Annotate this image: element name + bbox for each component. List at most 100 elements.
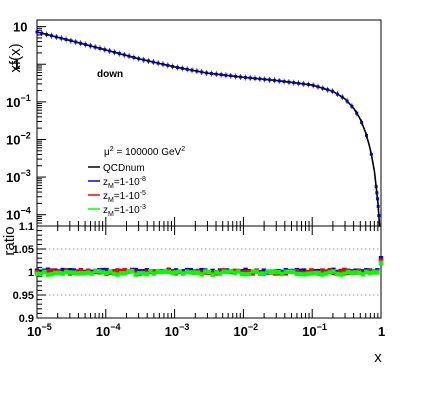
top-y-tick-label: 10−3 <box>6 168 31 185</box>
ratio-point <box>71 268 76 273</box>
ratio-point <box>305 271 311 277</box>
top-y-tick-label: 10−2 <box>6 130 31 147</box>
ratio-point <box>316 270 321 276</box>
top-y-tick-label: 1 <box>13 57 20 72</box>
ratio-point <box>378 258 384 263</box>
scale-label-mu: μ <box>104 147 110 158</box>
ratio-point <box>364 269 369 274</box>
ratio-point <box>34 271 40 276</box>
x-tick-label-4: 10−1 <box>302 322 327 339</box>
scale-label: μ2 = 100000 GeV2 <box>104 146 185 158</box>
x-tick-label-3: 10−2 <box>233 322 258 339</box>
ratio-point <box>86 270 91 275</box>
ratio-point <box>210 272 215 277</box>
ratio-point <box>181 271 186 276</box>
scale-label-value: = 100000 GeV <box>114 147 182 158</box>
ratio-point <box>104 271 109 276</box>
ratio-point <box>261 268 267 273</box>
ratio-point <box>184 269 190 275</box>
ratio-point <box>294 271 300 277</box>
ratio-point <box>283 269 289 274</box>
ratio-point <box>115 272 120 277</box>
ratio-point <box>151 269 157 274</box>
ratio-point <box>100 270 106 275</box>
ratio-point <box>133 272 139 277</box>
ratio-point <box>327 270 332 275</box>
ratio-point <box>327 268 332 273</box>
top-curve-layer <box>35 28 381 227</box>
top-y-tick-label: 10−4 <box>6 206 31 223</box>
ratio-point <box>378 260 384 265</box>
legend-label-zm-8: zM=1-10-8 <box>103 176 146 190</box>
ratio-point <box>331 269 336 274</box>
ratio-point <box>82 270 87 276</box>
ratio-point <box>199 267 204 273</box>
ratio-point <box>261 271 267 276</box>
ratio-point <box>93 269 98 274</box>
ratio-point <box>320 268 325 273</box>
ratio-point <box>221 269 226 274</box>
legend-label-qcdnum: QCDnum <box>103 163 145 174</box>
ratio-point <box>320 272 325 277</box>
ratio-point <box>338 272 343 277</box>
ratio-point <box>89 271 95 276</box>
legend-label-zm-3: zM=1-10-3 <box>103 204 146 218</box>
ratio-point <box>236 269 241 274</box>
ratio-point <box>133 267 139 273</box>
ratio-point <box>118 268 124 274</box>
ratio-point <box>177 269 182 274</box>
ratio-point <box>243 267 248 273</box>
ratio-point <box>247 271 252 277</box>
ratio-point <box>349 270 354 276</box>
ratio-point <box>192 270 197 275</box>
ratio-point <box>107 269 113 274</box>
ratio-point <box>38 272 43 277</box>
ratio-point <box>243 269 248 275</box>
ratio-point <box>217 271 223 276</box>
top-y-tick-label-4: 10−3 <box>6 168 31 185</box>
ratio-point <box>78 270 84 276</box>
ratio-point <box>100 267 106 273</box>
ratio-point <box>290 269 296 275</box>
x-axis-label: x <box>374 349 382 366</box>
ratio-point <box>345 269 351 275</box>
ratio-point <box>67 270 73 275</box>
ratio-point <box>137 271 142 276</box>
ratio-point <box>301 268 307 273</box>
x-tick-label-5: 1 <box>378 324 385 339</box>
ratio-point <box>367 270 373 276</box>
ratio-point <box>225 269 230 275</box>
ratio-point <box>228 269 234 274</box>
ratio-point <box>298 271 303 277</box>
ratio-point <box>265 269 270 274</box>
ratio-point <box>203 269 208 274</box>
ratio-point <box>342 268 347 273</box>
ratio-point <box>49 272 54 277</box>
bottom-y-axis: 0.9 0.95 1 1.05 1.1 <box>13 221 46 325</box>
top-y-axis: 10 1 10−1 10−2 10−3 10−4 <box>6 20 382 227</box>
legend: QCDnum zM=1-10-8 zM=1-10-5 zM=1-10-3 <box>88 163 146 218</box>
ratio-point <box>162 268 168 274</box>
ratio-point <box>78 268 84 274</box>
ratio-point <box>75 271 80 276</box>
ratio-point <box>239 271 245 277</box>
ratio-point <box>371 270 376 275</box>
ratio-point <box>122 271 128 276</box>
ratio-point <box>60 271 65 276</box>
pdf-flavour-label: down <box>97 69 123 80</box>
ratio-point <box>356 270 362 275</box>
ratio-point <box>166 269 171 275</box>
ratio-point <box>195 270 201 275</box>
ratio-point <box>140 271 146 276</box>
ratio-points-layer <box>34 256 384 277</box>
ratio-point <box>104 267 109 273</box>
ratio-point <box>64 269 69 275</box>
ratio-point <box>206 269 212 275</box>
ratio-point <box>129 268 135 274</box>
ratio-y-tick-label-1: 0.95 <box>13 290 34 302</box>
ratio-point <box>334 271 340 277</box>
top-y-tick-label-5: 10−4 <box>6 206 31 223</box>
ratio-point <box>188 270 193 275</box>
